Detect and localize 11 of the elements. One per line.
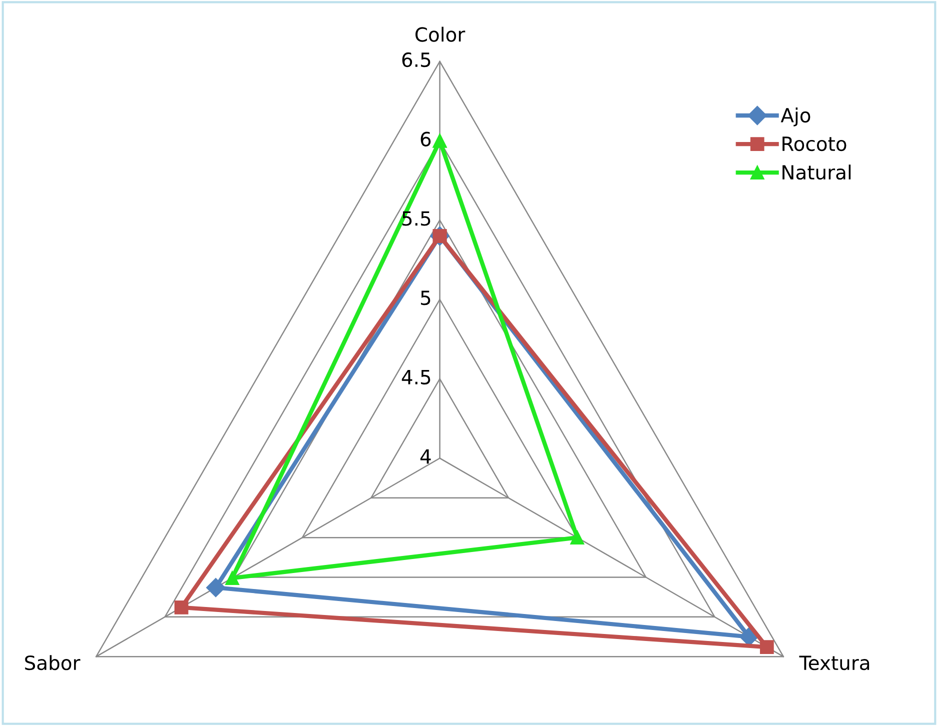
legend-label: Rocoto xyxy=(782,136,846,152)
y-tick-label: 6.5 xyxy=(402,52,430,68)
spoke-label: Sabor xyxy=(25,655,80,670)
y-tick-label: 6 xyxy=(420,132,431,146)
legend-label: Natural xyxy=(782,164,851,180)
legend-label: Ajo xyxy=(780,108,810,126)
spoke-label: Textura xyxy=(799,656,870,670)
y-tick-label: 4 xyxy=(420,449,431,464)
y-tick-label: 4.5 xyxy=(402,370,430,385)
spoke-label: Color xyxy=(415,26,466,42)
y-tick-label: 5 xyxy=(420,290,430,306)
